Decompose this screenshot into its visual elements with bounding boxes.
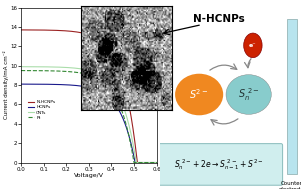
HCNPs xyxy=(102,92,105,94)
Pt xyxy=(113,94,116,96)
N-HCNPs xyxy=(55,29,59,32)
Text: $S^{2-}$: $S^{2-}$ xyxy=(189,88,209,101)
Ellipse shape xyxy=(175,74,223,115)
Pt xyxy=(125,125,128,127)
HCNPs xyxy=(44,83,48,85)
Pt xyxy=(82,73,86,75)
Pt xyxy=(55,70,59,72)
Pt xyxy=(102,81,105,83)
CNTs xyxy=(44,66,48,68)
HCNPs xyxy=(113,102,116,105)
CNTs xyxy=(125,115,128,117)
FancyBboxPatch shape xyxy=(158,144,283,185)
Text: Counter
electrode: Counter electrode xyxy=(279,181,301,189)
Text: $S_n^{\ 2-}+2e\rightarrow S_{n-1}^{\ 2-}+S^{2-}$: $S_n^{\ 2-}+2e\rightarrow S_{n-1}^{\ 2-}… xyxy=(174,157,264,172)
Bar xyxy=(287,19,297,174)
HCNPs xyxy=(125,127,128,129)
Line: HCNPs: HCNPs xyxy=(21,84,161,163)
Line: CNTs: CNTs xyxy=(21,67,161,163)
HCNPs xyxy=(133,161,137,164)
Ellipse shape xyxy=(226,75,271,114)
CNTs xyxy=(102,76,105,78)
Legend: N-HCNPs, HCNPs, CNTs, Pt: N-HCNPs, HCNPs, CNTs, Pt xyxy=(26,98,57,122)
CNTs xyxy=(159,161,163,164)
HCNPs xyxy=(159,161,163,164)
HCNPs xyxy=(82,85,86,88)
CNTs xyxy=(135,161,138,164)
HCNPs xyxy=(19,83,23,85)
N-HCNPs xyxy=(44,29,48,31)
Pt xyxy=(19,69,23,72)
N-HCNPs xyxy=(113,57,116,59)
Pt xyxy=(132,161,136,164)
Pt xyxy=(44,70,48,72)
N-HCNPs xyxy=(136,161,139,164)
Text: $S_n^{\ 2-}$: $S_n^{\ 2-}$ xyxy=(238,86,259,103)
N-HCNPs xyxy=(125,92,128,94)
CNTs xyxy=(82,68,86,70)
X-axis label: Voltage/V: Voltage/V xyxy=(74,173,104,178)
Line: Pt: Pt xyxy=(21,70,161,163)
N-HCNPs xyxy=(82,32,86,35)
N-HCNPs xyxy=(159,161,163,164)
Line: N-HCNPs: N-HCNPs xyxy=(21,30,161,163)
N-HCNPs xyxy=(102,42,105,44)
CNTs xyxy=(113,88,116,90)
Text: e⁻: e⁻ xyxy=(249,43,257,48)
Circle shape xyxy=(244,33,262,58)
Text: N-HCNPs: N-HCNPs xyxy=(193,14,245,24)
HCNPs xyxy=(55,83,59,86)
Pt xyxy=(159,161,163,164)
N-HCNPs xyxy=(19,29,23,31)
CNTs xyxy=(55,66,59,68)
CNTs xyxy=(19,66,23,68)
Y-axis label: Current density/mA cm⁻²: Current density/mA cm⁻² xyxy=(2,51,8,119)
